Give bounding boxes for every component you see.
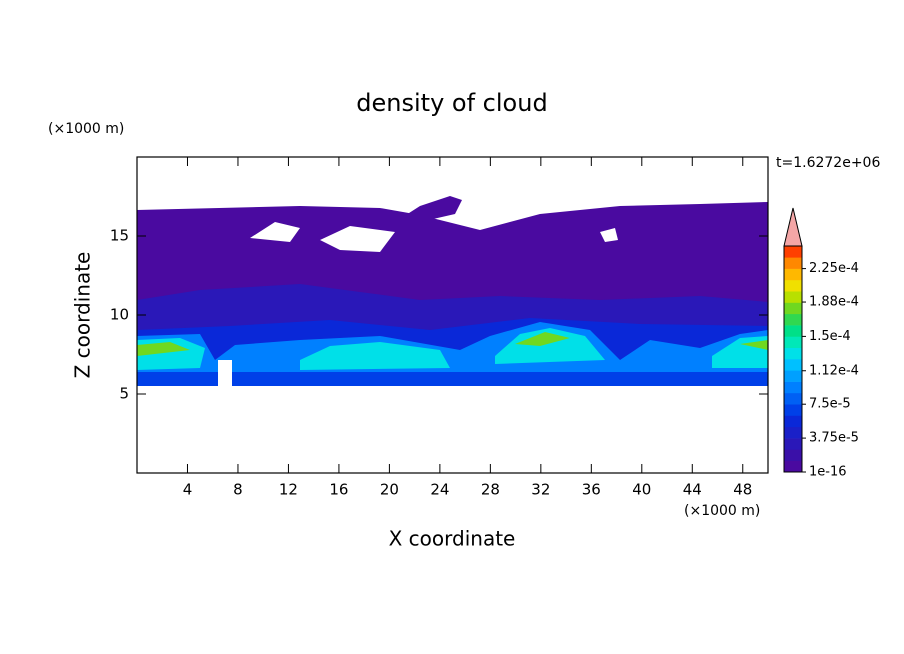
colorbar-band xyxy=(784,336,802,348)
x-unit: (×1000 m) xyxy=(684,503,760,519)
x-tick-label: 48 xyxy=(733,481,752,499)
colorbar-band xyxy=(784,460,802,473)
colorbar-band xyxy=(784,279,802,292)
colorbar-tick-label: 1e-16 xyxy=(809,465,847,480)
colorbar-frame xyxy=(783,245,803,473)
colorbar-band xyxy=(784,392,802,405)
cloud-field xyxy=(137,196,768,386)
colorbar-band xyxy=(784,268,802,281)
colorbar-band xyxy=(784,302,802,315)
y-tick-label: 5 xyxy=(119,385,129,403)
y-tick-label: 15 xyxy=(110,227,129,245)
x-tick-label: 40 xyxy=(632,481,651,499)
x-tick-label: 12 xyxy=(279,481,298,499)
colorbar-tick-label: 7.5e-5 xyxy=(809,397,851,412)
colorbar-band xyxy=(784,449,802,461)
colorbar-band xyxy=(784,404,802,416)
colorbar-band xyxy=(784,438,802,450)
x-tick-label: 24 xyxy=(430,481,449,499)
colorbar-tick-label: 1.12e-4 xyxy=(809,363,859,378)
x-tick-label: 28 xyxy=(481,481,500,499)
colorbar-band xyxy=(784,246,802,258)
x-tick-label: 32 xyxy=(531,481,550,499)
colorbar-tick-label: 1.5e-4 xyxy=(809,329,851,344)
colorbar-band xyxy=(784,426,802,439)
colorbar-band xyxy=(784,325,802,337)
colorbar-band xyxy=(784,313,802,326)
x-tick-label: 16 xyxy=(329,481,348,499)
colorbar-band xyxy=(784,359,802,371)
colorbar-band xyxy=(784,291,802,303)
x-tick-label: 8 xyxy=(233,481,243,499)
x-axis-label: X coordinate xyxy=(389,527,516,551)
colorbar-tick-label: 2.25e-4 xyxy=(809,261,859,276)
chart-title: density of cloud xyxy=(356,89,547,117)
colorbar-tick-label: 3.75e-5 xyxy=(809,431,859,446)
x-tick-label: 4 xyxy=(183,481,193,499)
colorbar-band xyxy=(784,257,802,269)
x-tick-label: 20 xyxy=(380,481,399,499)
colorbar-tick-label: 1.88e-4 xyxy=(809,295,859,310)
y-tick-label: 10 xyxy=(110,306,129,324)
colorbar-band xyxy=(784,370,802,382)
colorbar-extend xyxy=(783,207,803,247)
y-unit: (×1000 m) xyxy=(48,121,124,137)
colorbar-band xyxy=(784,347,802,360)
x-tick-label: 44 xyxy=(683,481,702,499)
x-tick-label: 36 xyxy=(582,481,601,499)
colorbar-band xyxy=(784,381,802,394)
y-axis-label: Z coordinate xyxy=(71,252,95,379)
colorbar-band xyxy=(784,415,802,428)
time-label: t=1.6272e+06 xyxy=(776,155,880,171)
